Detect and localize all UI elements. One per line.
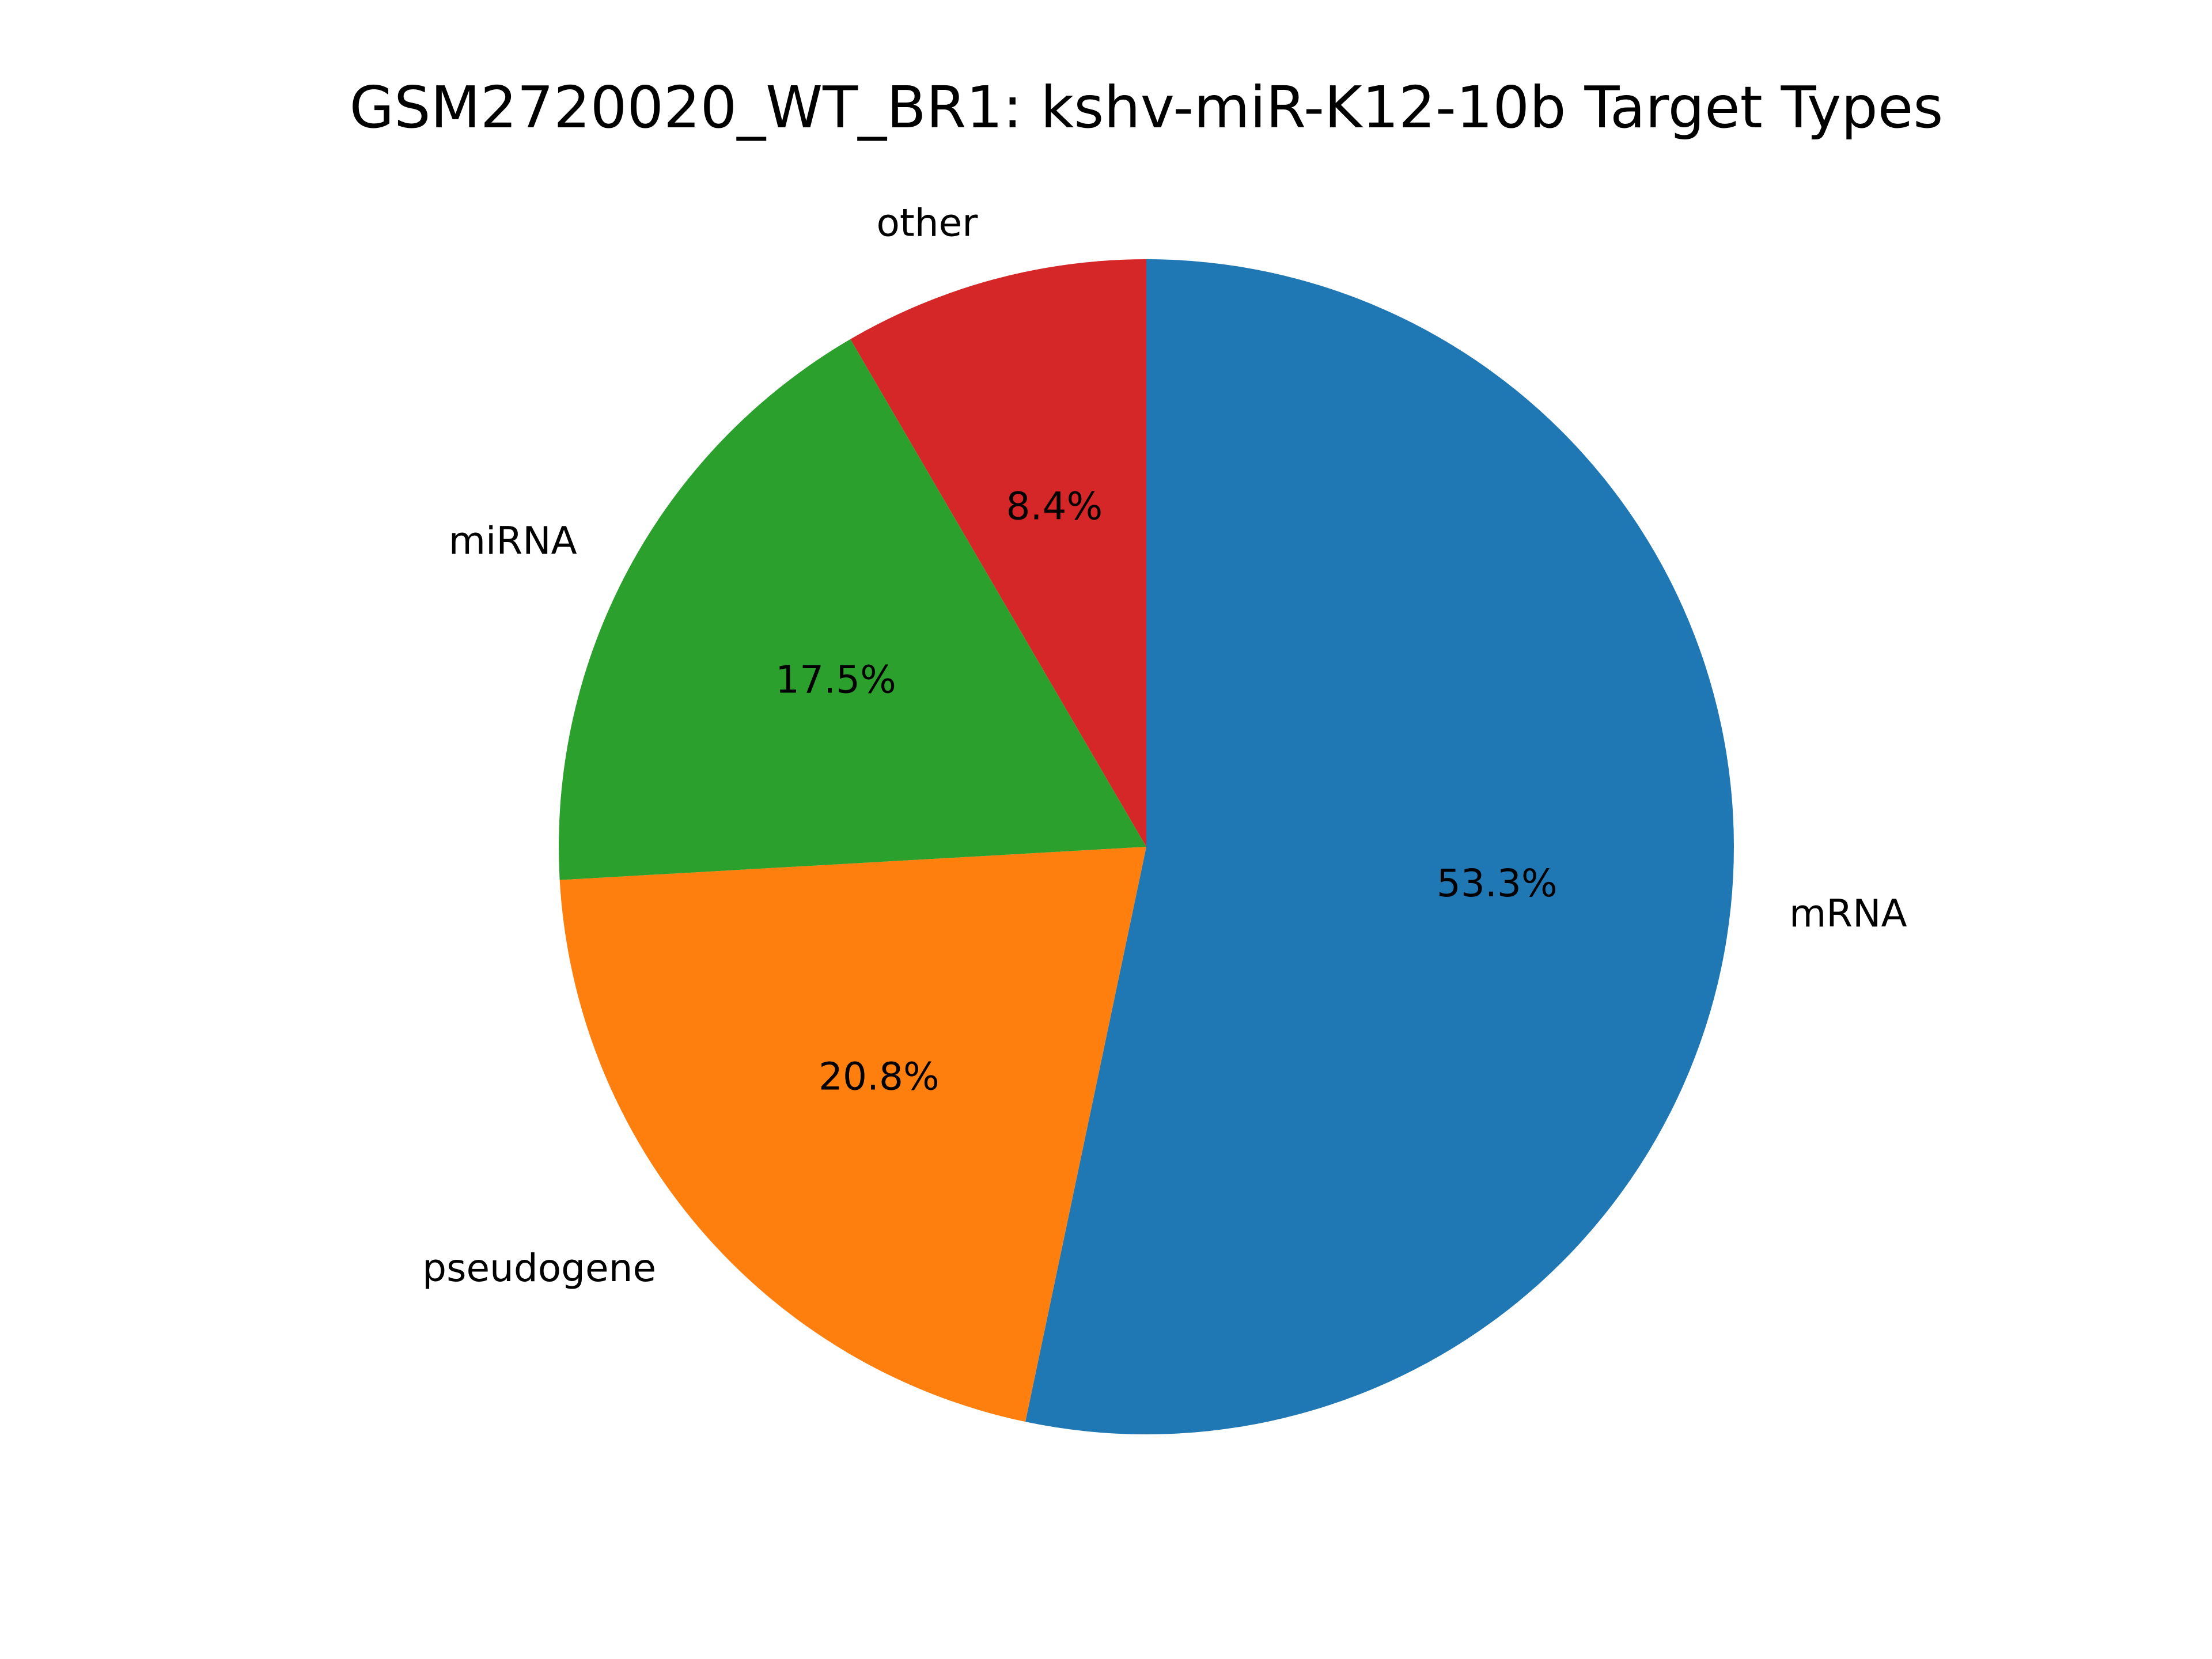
pie-slice-mrna xyxy=(1025,259,1734,1434)
pct-label-mrna: 53.3% xyxy=(1437,861,1558,906)
pie-slice-other xyxy=(850,259,1146,847)
pie-slice-pseudogene xyxy=(559,847,1146,1422)
category-label-pseudogene: pseudogene xyxy=(422,1246,656,1290)
pct-label-pseudogene: 20.8% xyxy=(819,1054,940,1099)
category-label-other: other xyxy=(877,200,979,245)
chart-title: GSM2720020_WT_BR1: kshv-miR-K12-10b Targ… xyxy=(349,74,1944,141)
pie-slices xyxy=(559,259,1734,1434)
pie-slice-mirna xyxy=(559,339,1146,880)
category-label-mirna: miRNA xyxy=(449,518,577,563)
pct-label-mirna: 17.5% xyxy=(775,658,896,702)
category-label-mrna: mRNA xyxy=(1789,892,1907,936)
pct-label-other: 8.4% xyxy=(1006,484,1103,529)
pie-labels: 53.3% mRNA 20.8% pseudogene 17.5% miRNA 8.4% ot… xyxy=(422,200,1907,1290)
